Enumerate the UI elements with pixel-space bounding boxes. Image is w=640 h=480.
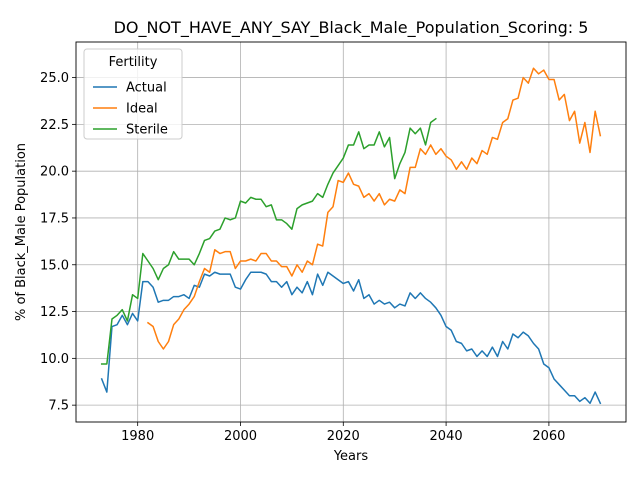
x-tick-label: 2060 [532,429,565,444]
legend-box [83,48,183,140]
x-axis-label: Years [333,449,369,464]
series-line-ideal [146,67,602,350]
x-tick-label: 2000 [224,429,257,444]
legend-label-actual: Actual [126,81,167,96]
x-tick-label: 1980 [121,429,154,444]
legend-title: Fertility [109,55,158,70]
y-tick-label: 17.5 [40,211,69,226]
y-tick-label: 10.0 [40,352,69,367]
y-tick-label: 22.5 [40,118,69,133]
chart-title: DO_NOT_HAVE_ANY_SAY_Black_Male_Populatio… [114,18,589,38]
x-tick-label: 2020 [327,429,360,444]
y-tick-label: 15.0 [40,258,69,273]
y-axis-label: % of Black_Male Population [14,143,29,321]
y-tick-label: 7.5 [48,399,69,414]
legend: Fertility Actual Ideal Sterile [83,48,183,140]
legend-label-ideal: Ideal [126,102,158,117]
x-tick-label: 2040 [430,429,463,444]
axis-ticks: 1980 2000 2020 2040 2060 7.5 10.0 12.5 15.0 17.5 2… [40,71,565,444]
series-line-actual [100,271,602,405]
series-line-sterile [100,117,437,365]
y-tick-label: 25.0 [40,71,69,86]
plot-area-frame [75,41,627,423]
series-layer [100,67,602,405]
legend-label-sterile: Sterile [126,123,168,138]
y-tick-label: 20.0 [40,165,69,180]
y-tick-label: 12.5 [40,305,69,320]
legend-entries: Actual Ideal Sterile [93,81,168,138]
